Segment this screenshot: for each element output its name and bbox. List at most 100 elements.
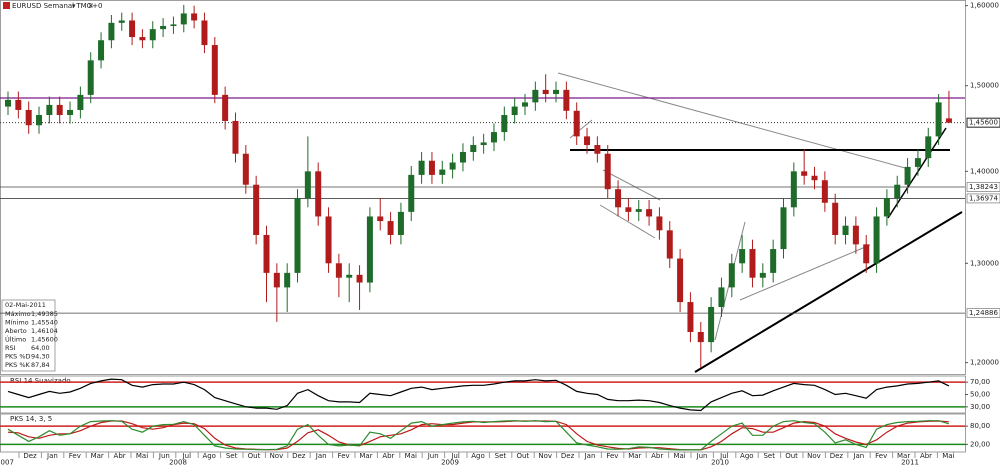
info-value: 1,45540 (31, 319, 58, 327)
info-value: 1,49385 (31, 310, 58, 318)
candle-body (501, 115, 508, 133)
y-tick-label: 1,40000 (970, 167, 999, 175)
level-label-box (966, 193, 1000, 204)
candle-body (201, 20, 208, 46)
x-tick-label: Set (495, 452, 507, 460)
candle-body (170, 24, 177, 26)
info-label: PKS %D (5, 353, 31, 361)
year-label: 2007 (0, 459, 14, 466)
x-tick-label: Out (248, 452, 261, 460)
candle-body (759, 272, 766, 278)
candle-body (584, 136, 591, 146)
candle-body (273, 272, 280, 288)
x-tick-label: Jul (450, 452, 460, 460)
candle-body (687, 302, 694, 332)
candle-body (718, 287, 725, 308)
candle-body (67, 109, 74, 116)
candle-body (945, 118, 952, 123)
x-tick-label: Fev (875, 452, 887, 460)
candle-body (615, 189, 622, 208)
x-tick-label: Jan (852, 452, 864, 460)
x-tick-label: Nov (807, 452, 821, 460)
candle-body (863, 244, 870, 264)
candle-body (139, 37, 146, 41)
candle-body (604, 153, 611, 190)
candle-body (397, 211, 404, 235)
close-button[interactable]: ✕ (88, 2, 94, 10)
x-tick-label: Nov (538, 452, 552, 460)
last-price-label: 1,45600 (969, 119, 998, 127)
candle-body (15, 99, 22, 110)
window-icon (3, 2, 10, 9)
indicator-line (7, 420, 950, 451)
x-tick-label: Jan (315, 452, 327, 460)
candle-body (739, 249, 746, 264)
candle-body (594, 145, 601, 154)
candle-body (366, 216, 373, 283)
y-tick-label: 50,00 (970, 391, 990, 399)
x-tick-label: Mar (628, 452, 641, 460)
info-value: 1,46104 (31, 327, 58, 335)
candle-body (418, 160, 425, 175)
menu-arrow[interactable]: ▾ (72, 2, 76, 10)
x-tick-label: Jan (584, 452, 596, 460)
candle-body (108, 22, 115, 41)
x-tick-label: Jun (696, 452, 708, 460)
candle-body (656, 216, 663, 231)
x-tick-label: Mar (91, 452, 104, 460)
x-tick-label: Fev (338, 452, 350, 460)
trendline (694, 211, 963, 373)
x-tick-label: Mai (136, 452, 148, 460)
x-tick-label: Set (763, 452, 775, 460)
x-tick-label: Jul (182, 452, 192, 460)
x-tick-label: Out (785, 452, 798, 460)
candle-body (749, 249, 756, 278)
candle-body (625, 207, 632, 212)
candle-body (480, 142, 487, 146)
info-label: Último (5, 335, 26, 344)
candle-body (98, 40, 105, 61)
x-tick-label: Nov (270, 452, 284, 460)
candle-body (635, 209, 642, 212)
candle-body (211, 45, 218, 95)
year-label: 2009 (441, 459, 459, 466)
info-label: RSI (5, 344, 16, 352)
x-tick-label: Fev (69, 452, 81, 460)
candle-body (149, 29, 156, 41)
x-tick-label: Jul (719, 452, 729, 460)
candle-body (160, 25, 167, 30)
candle-body (728, 263, 735, 288)
candle-body (677, 258, 684, 303)
x-tick-label: Dez (561, 452, 575, 460)
candle-body (242, 153, 249, 185)
x-tick-label: Dez (23, 452, 37, 460)
x-tick-label: Ago (202, 452, 216, 460)
candle-body (821, 180, 828, 203)
candle-body (842, 225, 849, 235)
candle-body (253, 184, 260, 235)
annotations (0, 72, 965, 373)
info-value: 64,00 (31, 344, 50, 352)
candle-body (770, 249, 777, 273)
x-tick-label: Jun (158, 452, 170, 460)
y-tick-label: 1,30000 (970, 259, 999, 267)
candle-body (439, 169, 446, 175)
level-label: 1,24886 (969, 309, 998, 317)
candle-body (832, 202, 839, 235)
candle-body (873, 216, 880, 264)
price-pane (0, 0, 966, 375)
chart-title: EURUSD Semanal TMG+0 (12, 2, 102, 10)
x-tick-label: Out (516, 452, 529, 460)
candle-body (335, 263, 342, 278)
x-tick-label: Mai (942, 452, 954, 460)
info-value: 1,45600 (31, 336, 58, 344)
y-tick-label: 30,00 (970, 403, 990, 411)
candle-body (801, 171, 808, 176)
candle-body (356, 274, 363, 283)
candle-body (180, 13, 187, 25)
candle-body (563, 89, 570, 111)
candle-body (449, 162, 456, 170)
info-date: 02-Mai-2011 (5, 301, 46, 309)
pane-title: RSI 14 Suavizado (10, 377, 71, 385)
